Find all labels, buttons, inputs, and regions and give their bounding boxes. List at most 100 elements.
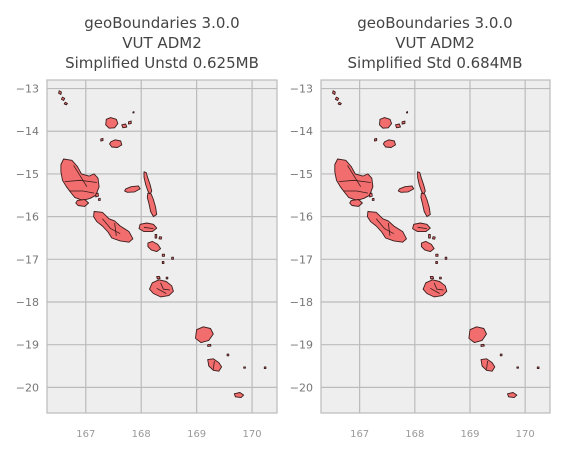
island-shape xyxy=(93,211,134,243)
island-shape xyxy=(149,279,174,298)
island-shape xyxy=(132,111,135,114)
island-shape xyxy=(105,117,119,129)
island-shape xyxy=(121,123,128,129)
y-tick-label: −14 xyxy=(290,125,313,138)
island-shape xyxy=(226,353,230,357)
y-tick-label: −16 xyxy=(290,211,313,224)
island-shape xyxy=(334,158,374,201)
admin-border-line xyxy=(69,190,95,194)
admin-border-line xyxy=(64,179,97,183)
island-shape xyxy=(138,222,158,233)
island-shape xyxy=(147,240,162,253)
y-tick-label: −18 xyxy=(16,296,39,309)
y-tick-label: −17 xyxy=(290,253,313,266)
island-shape xyxy=(420,240,435,253)
island-shape xyxy=(171,256,174,260)
island-shape xyxy=(499,353,503,357)
island-shape xyxy=(435,253,439,257)
island-shape xyxy=(161,260,165,265)
island-shape xyxy=(128,120,132,125)
island-shape xyxy=(429,275,435,280)
island-shape xyxy=(395,123,401,129)
island-shape xyxy=(161,253,165,257)
island-shape xyxy=(435,260,438,265)
island-shape xyxy=(207,343,212,347)
y-tick-label: −18 xyxy=(290,296,313,309)
island-shape xyxy=(158,236,163,240)
island-shape xyxy=(444,256,448,260)
y-tick-label: −20 xyxy=(290,381,313,394)
x-tick-label: 168 xyxy=(405,429,424,440)
admin-border-line xyxy=(212,360,215,370)
island-shape xyxy=(379,117,393,129)
admin-border-line xyxy=(73,165,88,187)
admin-boundaries xyxy=(332,90,540,399)
island-shape xyxy=(439,276,442,280)
island-shape xyxy=(143,171,153,195)
plot-area xyxy=(46,79,278,414)
y-tick-label: −15 xyxy=(290,168,313,181)
island-shape xyxy=(154,234,158,239)
island-shape xyxy=(374,138,378,142)
island-shape xyxy=(536,366,540,370)
y-tick-label: −14 xyxy=(16,125,39,138)
map-panel-2: geoBoundaries 3.0.0 VUT ADM2 Simplified St… xyxy=(290,14,551,440)
title-line-3: Simplified Std 0.684MB xyxy=(348,54,523,72)
admin-boundaries xyxy=(58,90,267,399)
admin-border-line xyxy=(143,226,154,229)
island-shape xyxy=(109,139,123,148)
island-shape xyxy=(332,90,336,95)
island-shape xyxy=(412,222,431,233)
admin-border-line xyxy=(114,222,117,236)
island-shape xyxy=(263,366,267,370)
y-tick-label: −13 xyxy=(290,83,313,96)
island-shape xyxy=(60,158,100,201)
x-tick-label: 167 xyxy=(76,429,95,440)
y-tick-label: −17 xyxy=(16,253,39,266)
admin-border-line xyxy=(486,360,488,370)
island-shape xyxy=(422,279,448,298)
island-shape xyxy=(233,392,245,399)
title-line-1: geoBoundaries 3.0.0 xyxy=(84,14,239,32)
island-shape xyxy=(480,343,485,347)
island-shape xyxy=(516,366,519,369)
title-line-2: VUT ADM2 xyxy=(395,34,474,52)
admin-border-line xyxy=(430,287,440,294)
y-tick-label: −15 xyxy=(16,168,39,181)
island-shape xyxy=(432,236,436,240)
island-shape xyxy=(420,192,431,218)
admin-border-line xyxy=(417,226,427,229)
island-shape xyxy=(406,111,409,114)
x-tick-label: 169 xyxy=(187,429,206,440)
x-tick-label: 168 xyxy=(132,429,151,440)
island-shape xyxy=(468,326,487,344)
x-tick-label: 167 xyxy=(350,429,369,440)
admin-border-line xyxy=(156,287,167,294)
y-tick-label: −19 xyxy=(290,339,313,352)
island-shape xyxy=(397,185,415,193)
title-line-1: geoBoundaries 3.0.0 xyxy=(357,14,512,32)
admin-border-line xyxy=(347,165,362,187)
admin-border-line xyxy=(102,218,121,235)
admin-border-line xyxy=(375,218,394,235)
y-tick-label: −19 xyxy=(16,339,39,352)
island-shape xyxy=(243,366,246,369)
island-shape xyxy=(165,276,169,280)
plot-area xyxy=(320,79,551,414)
island-shape xyxy=(124,185,141,193)
admin-border-line xyxy=(433,282,444,291)
island-shape xyxy=(480,358,496,372)
admin-border-line xyxy=(338,179,371,183)
island-shape xyxy=(369,192,373,198)
island-shape xyxy=(63,101,68,106)
island-shape xyxy=(98,197,101,201)
island-shape xyxy=(334,96,340,101)
island-shape xyxy=(95,192,99,198)
y-tick-label: −16 xyxy=(16,211,39,224)
island-shape xyxy=(195,326,214,344)
island-shape xyxy=(156,275,161,280)
island-shape xyxy=(146,192,158,218)
island-shape xyxy=(349,199,363,207)
island-shape xyxy=(58,90,62,95)
